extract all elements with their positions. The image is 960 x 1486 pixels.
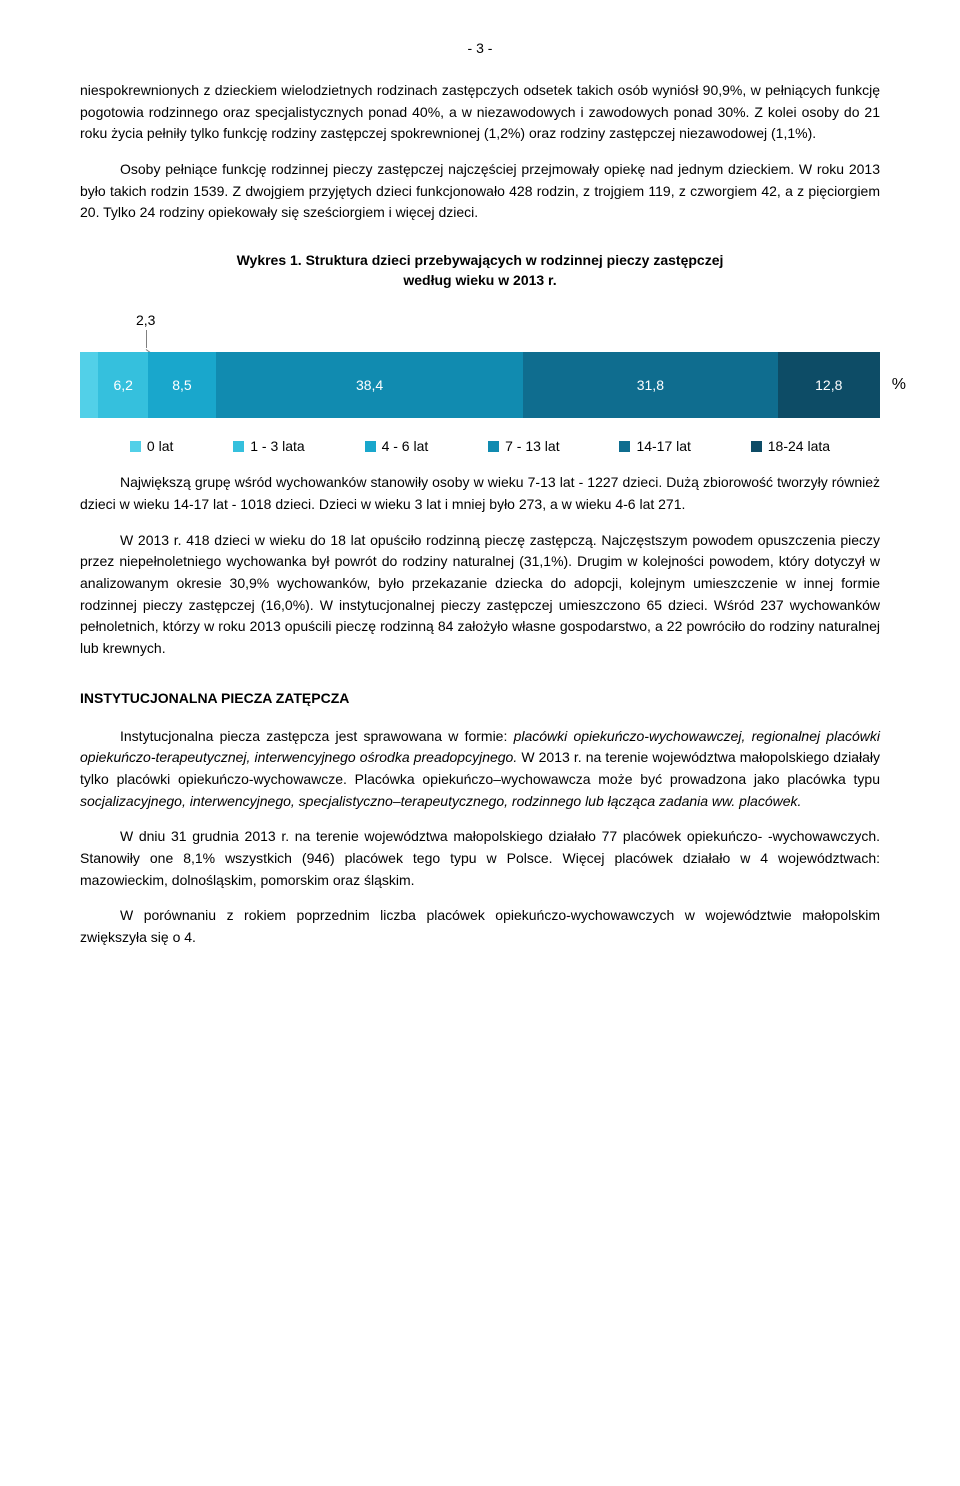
chart-callout-value: 2,3 [136, 312, 155, 328]
legend-item: 0 lat [130, 438, 173, 454]
age-structure-chart: 2,3 6,28,538,431,812,8% 0 lat 1 - 3 lata 4… [80, 312, 880, 454]
paragraph-4: W 2013 r. 418 dzieci w wieku do 18 lat o… [80, 530, 880, 660]
p5-text-a: Instytucjonalna piecza zastępcza jest sp… [120, 728, 514, 744]
chart-title: Wykres 1. Struktura dzieci przebywającyc… [80, 252, 880, 268]
paragraph-1: niespokrewnionych z dzieckiem wielodziet… [80, 80, 880, 145]
legend-label: 1 - 3 lata [250, 438, 304, 454]
bar-segment [80, 352, 98, 418]
bar-segment: 38,4 [216, 352, 523, 418]
legend-label: 0 lat [147, 438, 173, 454]
legend-item: 18-24 lata [751, 438, 830, 454]
legend-swatch [130, 441, 141, 452]
bar-segment: 6,2 [98, 352, 148, 418]
paragraph-5: Instytucjonalna piecza zastępcza jest sp… [80, 726, 880, 813]
legend-label: 4 - 6 lat [382, 438, 429, 454]
section-heading: INSTYTUCJONALNA PIECZA ZATĘPCZA [80, 690, 880, 706]
legend-item: 14-17 lat [619, 438, 690, 454]
chart-callout-line [146, 330, 147, 348]
chart-callout: 2,3 [136, 312, 880, 348]
bar-segment: 12,8 [778, 352, 880, 418]
bar-segment: 8,5 [148, 352, 216, 418]
legend-item: 4 - 6 lat [365, 438, 429, 454]
legend-item: 1 - 3 lata [233, 438, 304, 454]
legend-swatch [233, 441, 244, 452]
page-number: - 3 - [80, 40, 880, 56]
legend-swatch [488, 441, 499, 452]
legend-item: 7 - 13 lat [488, 438, 559, 454]
chart-subtitle: według wieku w 2013 r. [80, 272, 880, 288]
legend-swatch [751, 441, 762, 452]
legend-swatch [619, 441, 630, 452]
percent-symbol: % [892, 376, 906, 394]
legend-label: 18-24 lata [768, 438, 830, 454]
chart-legend: 0 lat 1 - 3 lata 4 - 6 lat 7 - 13 lat 14-17 … [100, 438, 860, 454]
paragraph-3: Największą grupę wśród wychowanków stano… [80, 472, 880, 515]
legend-swatch [365, 441, 376, 452]
legend-label: 7 - 13 lat [505, 438, 559, 454]
paragraph-2: Osoby pełniące funkcję rodzinnej pieczy … [80, 159, 880, 224]
legend-label: 14-17 lat [636, 438, 690, 454]
stacked-bar: 6,28,538,431,812,8% [80, 352, 880, 418]
bar-segment: 31,8 [523, 352, 777, 418]
p5-italic-b: socjalizacyjnego, interwencyjnego, specj… [80, 793, 801, 809]
paragraph-6: W dniu 31 grudnia 2013 r. na terenie woj… [80, 826, 880, 891]
paragraph-7: W porównaniu z rokiem poprzednim liczba … [80, 905, 880, 948]
